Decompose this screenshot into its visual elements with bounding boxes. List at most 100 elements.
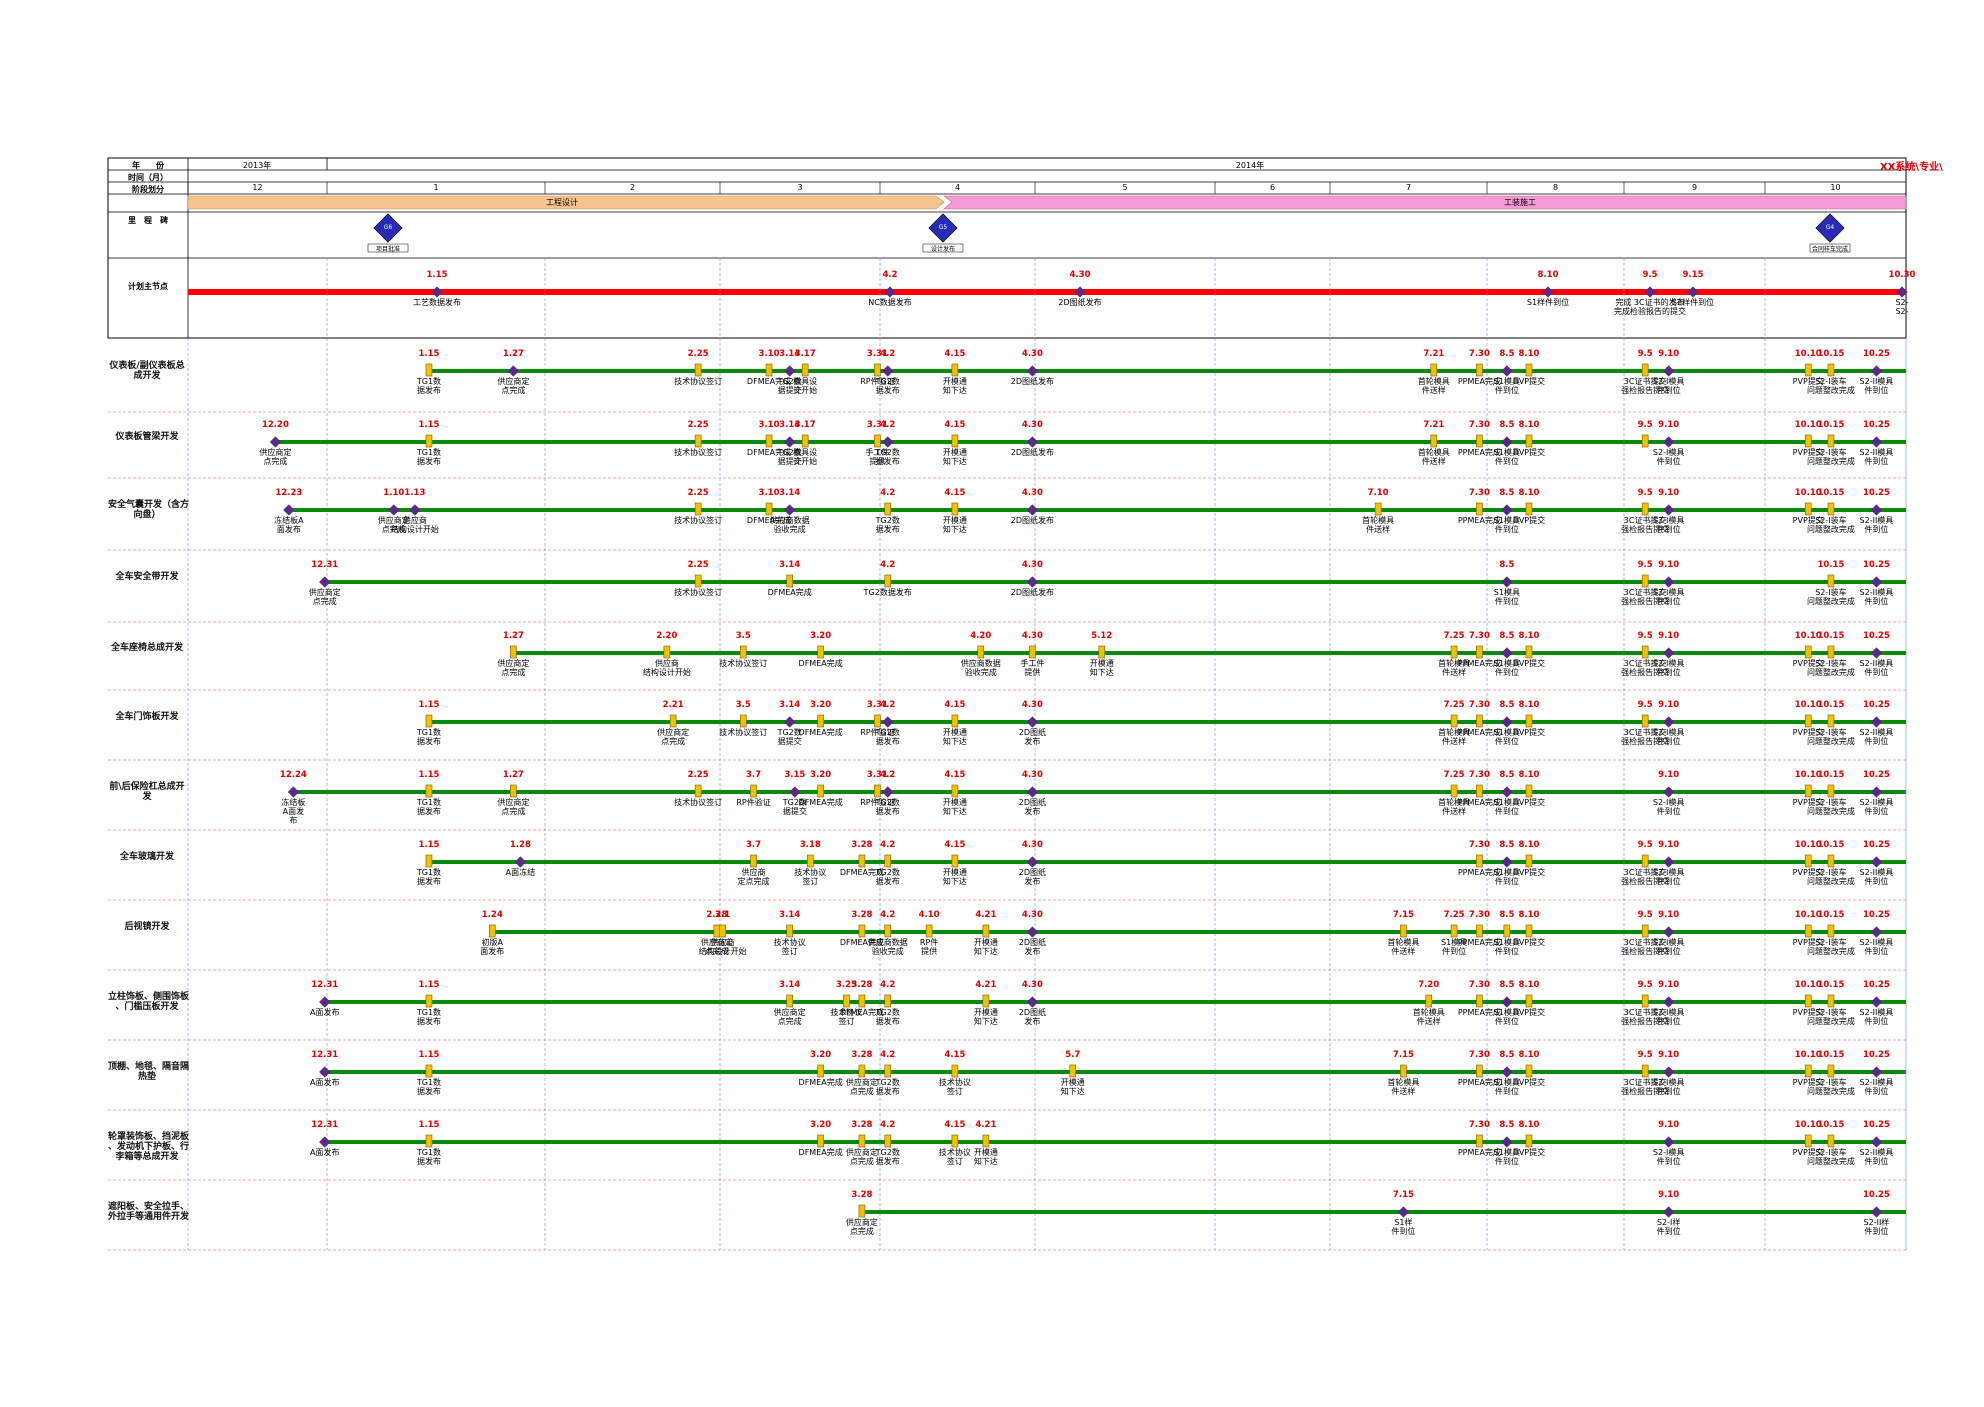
node-bar — [1827, 924, 1835, 938]
node-diamond — [1662, 1206, 1675, 1218]
node-label: S1模具 件到位 — [1493, 868, 1520, 886]
node-bar — [1827, 645, 1835, 659]
node-diamond — [784, 716, 796, 728]
node-label: S2-II模具 件到位 — [1859, 448, 1894, 466]
node-date: 2.25 — [687, 560, 709, 570]
node-bar — [1641, 994, 1649, 1008]
node-label: S2-I模具 件到位 — [1652, 588, 1685, 606]
node-label: RP件验证 — [860, 798, 895, 807]
node-date: 7.30 — [1468, 910, 1490, 920]
node-diamond — [514, 856, 527, 868]
node-bar — [713, 924, 721, 938]
node-bar — [982, 994, 990, 1008]
node-diamond — [1501, 716, 1513, 728]
node-label: 3C证书提交 强检报告提交 — [1621, 588, 1670, 606]
node-date: 1.10 — [383, 488, 405, 498]
node-bar — [694, 574, 702, 588]
node-bar — [951, 784, 959, 798]
node-date: 9.5 — [1637, 349, 1653, 359]
node-bar — [858, 854, 866, 868]
node-bar — [1641, 645, 1649, 659]
node-date: 8.5 — [1499, 349, 1515, 359]
row-label: 仪表板/副仪表板总 成开发 — [109, 361, 185, 381]
node-label: PPMEA完成 — [1457, 1008, 1501, 1017]
master-node-label: 工艺数据发布 — [413, 298, 461, 307]
node-bar — [1503, 924, 1511, 938]
node-date: 3.31 — [866, 420, 888, 430]
node-diamond — [319, 576, 331, 588]
node-diamond — [784, 504, 796, 516]
node-date: 4.30 — [1021, 700, 1043, 710]
node-bar — [1641, 363, 1649, 377]
header-row-label: 计划主节点 — [128, 282, 168, 291]
node-label: PPMEA完成 — [1457, 938, 1501, 947]
node-date: 3.10 — [758, 349, 780, 359]
node-date: 8.10 — [1518, 700, 1540, 710]
node-bar — [951, 363, 959, 377]
month-label: 9 — [1691, 183, 1698, 192]
node-date: 9.5 — [1637, 700, 1653, 710]
node-label: S2-II模具 件到位 — [1859, 938, 1894, 956]
node-bar — [1804, 434, 1812, 448]
node-label: 供应商定 点完成 — [497, 659, 530, 677]
node-label: 开模通 知下达 — [942, 728, 967, 746]
node-bar — [817, 1064, 824, 1078]
node-date: 3.5 — [735, 700, 751, 710]
node-diamond — [1870, 365, 1883, 377]
node-label: 技术协议 签订 — [773, 938, 806, 956]
node-diamond — [1662, 996, 1675, 1008]
node-label: DFMEA完成 — [798, 1148, 843, 1157]
node-diamond — [1662, 716, 1675, 728]
node-date: 3.31 — [866, 349, 888, 359]
node-bar — [925, 924, 933, 938]
node-bar — [1827, 574, 1835, 588]
node-diamond — [1501, 786, 1513, 798]
node-bar — [801, 363, 809, 377]
node-date: 7.30 — [1468, 770, 1490, 780]
node-date: 10.10 — [1794, 488, 1822, 498]
node-label: PVP提交 — [1792, 448, 1824, 457]
node-bar — [694, 434, 702, 448]
node-label: S2-II模具 件到位 — [1859, 659, 1894, 677]
node-label: 开模通 知下达 — [942, 377, 967, 395]
node-date: 12.23 — [275, 488, 303, 498]
node-diamond — [1501, 1136, 1513, 1148]
node-date: 9.5 — [1637, 631, 1653, 641]
node-bar — [669, 714, 677, 728]
node-bar — [884, 1134, 892, 1148]
node-bar — [874, 434, 881, 448]
node-date: 4.2 — [880, 840, 896, 850]
node-label: S2-I模具 件到位 — [1652, 516, 1685, 534]
node-bar — [510, 784, 517, 798]
node-label: 供应商定 点完成 — [308, 588, 341, 606]
node-bar — [425, 854, 433, 868]
milestone-diamond — [1815, 213, 1845, 243]
node-label: 开模通 知下达 — [942, 798, 967, 816]
node-date: 8.5 — [1499, 980, 1515, 990]
node-date: 4.20 — [970, 631, 992, 641]
node-label: S1模具 件到位 — [1493, 448, 1520, 466]
node-label: 供应商定 点完成 — [259, 448, 292, 466]
node-date: 4.2 — [880, 700, 896, 710]
node-label: DFMEA完成 — [798, 1078, 843, 1087]
node-date: 10.25 — [1862, 840, 1890, 850]
node-date: 10.15 — [1817, 1050, 1845, 1060]
node-label: S2-I模具 件到位 — [1652, 728, 1685, 746]
node-label: S1模具 件到位 — [1493, 1008, 1520, 1026]
node-bar — [1029, 645, 1036, 659]
node-bar — [1476, 714, 1483, 728]
node-bar — [807, 854, 814, 868]
node-date: 10.15 — [1817, 770, 1845, 780]
node-date: 5.12 — [1091, 631, 1113, 641]
node-diamond — [1870, 1206, 1883, 1218]
master-node-date: 8.10 — [1537, 270, 1559, 280]
node-date: 7.30 — [1468, 1120, 1490, 1130]
node-bar — [951, 502, 959, 516]
node-date: 7.30 — [1468, 1050, 1490, 1060]
node-bar — [874, 784, 881, 798]
master-node-label: 完成 3C证书的发布 完成检验报告的提交 — [1614, 298, 1686, 316]
node-date: 4.30 — [1021, 488, 1043, 498]
node-diamond — [1501, 436, 1513, 448]
node-date: 3.17 — [794, 420, 816, 430]
node-label: S2-I模具 件到位 — [1652, 659, 1685, 677]
